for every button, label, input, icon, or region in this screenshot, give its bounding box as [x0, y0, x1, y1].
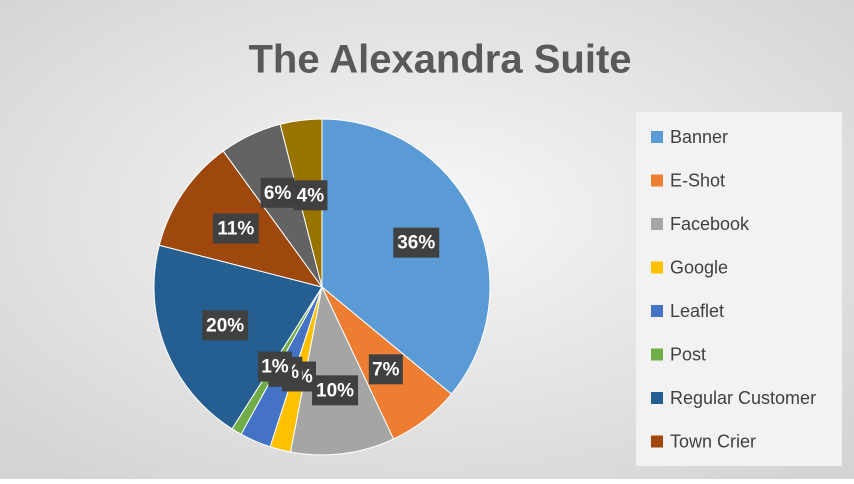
legend-swatch	[651, 348, 663, 361]
data-label-box	[393, 227, 440, 258]
legend-label: Banner	[670, 127, 728, 147]
pie-slice	[289, 285, 395, 456]
legend-box	[636, 112, 842, 466]
legend-swatch	[651, 435, 663, 448]
legend-swatch	[651, 131, 663, 143]
legend-label: Regular Customer	[670, 388, 816, 408]
legend-swatch	[651, 261, 663, 274]
chart-title: The Alexandra Suite	[248, 38, 631, 82]
legend-label: Google	[670, 257, 728, 277]
legend-label: Facebook	[670, 214, 750, 234]
data-label-box	[260, 177, 295, 208]
data-label-box	[257, 351, 292, 382]
data-label: 1%	[261, 357, 289, 378]
data-label: 6%	[264, 183, 292, 204]
data-label: 11%	[217, 218, 254, 239]
legend-label: E-Shot	[670, 170, 725, 190]
legend-swatch	[651, 305, 663, 317]
data-label-box	[202, 310, 249, 341]
legend-label: Leaflet	[670, 301, 724, 321]
legend-label: Post	[670, 344, 706, 364]
legend-swatch	[651, 174, 663, 187]
data-label: 4%	[297, 185, 325, 206]
data-label: 7%	[372, 359, 400, 380]
data-label: 20%	[206, 315, 244, 336]
legend-swatch	[651, 218, 663, 230]
legend-label: Town Crier	[670, 431, 756, 451]
data-label: 36%	[397, 233, 435, 254]
data-label-box	[312, 375, 359, 406]
data-label-box	[293, 180, 328, 211]
data-label-box	[368, 354, 403, 385]
legend-swatch	[651, 392, 663, 404]
data-label-box	[212, 213, 259, 244]
data-label: 10%	[316, 380, 354, 401]
